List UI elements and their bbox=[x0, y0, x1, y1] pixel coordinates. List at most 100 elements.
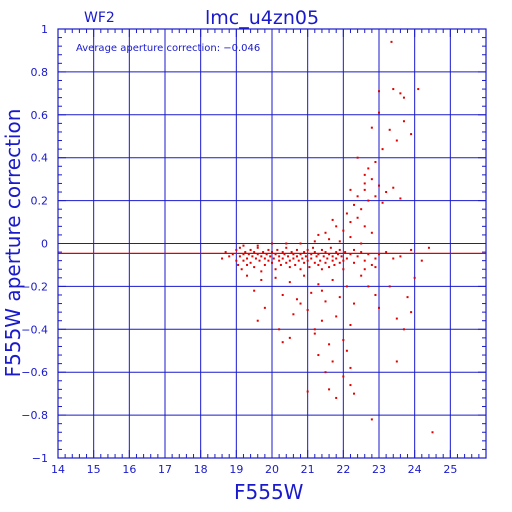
x-tick-label: 25 bbox=[443, 463, 457, 476]
data-point bbox=[378, 306, 380, 309]
x-tick-label: 18 bbox=[194, 463, 208, 476]
data-point bbox=[256, 319, 259, 322]
data-point bbox=[356, 195, 359, 198]
data-point bbox=[310, 257, 313, 260]
y-tick-label: −0.4 bbox=[21, 323, 48, 336]
x-tick-label: 17 bbox=[158, 463, 172, 476]
data-point bbox=[345, 212, 348, 215]
data-point bbox=[279, 263, 282, 266]
data-point bbox=[271, 251, 273, 254]
data-point bbox=[374, 160, 377, 163]
data-point bbox=[342, 339, 345, 342]
data-point bbox=[258, 259, 261, 262]
y-tick-label: 0 bbox=[41, 238, 48, 251]
data-point bbox=[328, 238, 331, 241]
data-point bbox=[410, 311, 413, 314]
average-annotation: Average aperture correction: −0.046 bbox=[76, 43, 260, 54]
data-point bbox=[367, 199, 370, 202]
data-point bbox=[231, 253, 234, 256]
data-point bbox=[242, 253, 245, 256]
data-point bbox=[238, 255, 241, 258]
data-point bbox=[392, 186, 395, 189]
data-point bbox=[345, 257, 348, 260]
data-point bbox=[312, 246, 315, 249]
data-point bbox=[353, 302, 356, 305]
data-point bbox=[338, 240, 341, 243]
data-point bbox=[263, 306, 266, 309]
data-point bbox=[287, 255, 290, 258]
data-point bbox=[338, 261, 341, 264]
data-point bbox=[292, 253, 295, 256]
data-points bbox=[221, 40, 434, 434]
data-point bbox=[392, 257, 395, 260]
data-point bbox=[320, 319, 323, 322]
data-point bbox=[281, 341, 284, 344]
data-point bbox=[288, 259, 291, 262]
y-tick-label: 0.6 bbox=[31, 109, 49, 122]
data-point bbox=[335, 315, 338, 318]
data-point bbox=[374, 293, 377, 296]
data-point bbox=[263, 263, 266, 266]
data-point bbox=[285, 242, 288, 245]
x-tick-label: 20 bbox=[265, 463, 279, 476]
data-point bbox=[246, 257, 249, 260]
y-tick-label: −0.2 bbox=[21, 280, 48, 293]
data-point bbox=[260, 278, 263, 281]
data-point bbox=[249, 248, 252, 251]
data-point bbox=[378, 111, 380, 114]
x-tick-label: 15 bbox=[87, 463, 101, 476]
data-point bbox=[267, 259, 270, 262]
data-point bbox=[237, 263, 240, 266]
data-point bbox=[306, 259, 309, 262]
data-point bbox=[319, 259, 322, 262]
data-point bbox=[310, 291, 313, 294]
data-point bbox=[294, 263, 297, 266]
data-point bbox=[288, 281, 291, 284]
data-point bbox=[328, 253, 331, 256]
data-point bbox=[244, 251, 247, 254]
data-point bbox=[253, 251, 256, 254]
data-point bbox=[285, 261, 288, 264]
data-point bbox=[335, 251, 338, 254]
data-point bbox=[349, 324, 352, 327]
data-point bbox=[263, 257, 266, 260]
data-point bbox=[370, 263, 373, 266]
data-point bbox=[367, 167, 370, 170]
data-point bbox=[344, 251, 347, 254]
data-point bbox=[370, 231, 373, 234]
data-point bbox=[353, 261, 356, 264]
data-point bbox=[317, 263, 320, 266]
data-point bbox=[267, 248, 270, 251]
data-point bbox=[331, 218, 334, 221]
data-point bbox=[413, 276, 416, 279]
data-point bbox=[356, 255, 359, 258]
data-point bbox=[306, 390, 309, 393]
data-point bbox=[370, 178, 373, 181]
data-point bbox=[395, 139, 398, 142]
data-point bbox=[374, 266, 377, 269]
y-tick-label: −0.6 bbox=[21, 366, 48, 379]
data-point bbox=[328, 388, 331, 391]
y-tick-label: −1 bbox=[32, 452, 48, 465]
data-point bbox=[370, 418, 373, 421]
data-point bbox=[349, 188, 352, 191]
x-tick-label: 22 bbox=[336, 463, 350, 476]
data-point bbox=[402, 96, 405, 99]
data-point bbox=[374, 195, 377, 198]
data-point bbox=[278, 259, 281, 262]
data-point bbox=[246, 263, 249, 266]
data-point bbox=[299, 242, 302, 245]
data-point bbox=[299, 302, 302, 305]
data-point bbox=[242, 244, 245, 247]
data-point bbox=[320, 248, 323, 251]
chart-title: lmc_u4zn05 bbox=[205, 7, 319, 29]
data-point bbox=[381, 148, 384, 151]
data-point bbox=[335, 257, 338, 260]
tick-labels: 14 15 16 17 18 19 20 21 22 23 24 25 1 0.8 0.6 0.4 0.2 0 −0… bbox=[21, 23, 457, 476]
data-point bbox=[324, 261, 327, 264]
data-point bbox=[317, 233, 320, 236]
data-point bbox=[317, 354, 320, 357]
data-point bbox=[320, 289, 323, 292]
data-point bbox=[310, 253, 313, 256]
data-point bbox=[360, 208, 363, 211]
